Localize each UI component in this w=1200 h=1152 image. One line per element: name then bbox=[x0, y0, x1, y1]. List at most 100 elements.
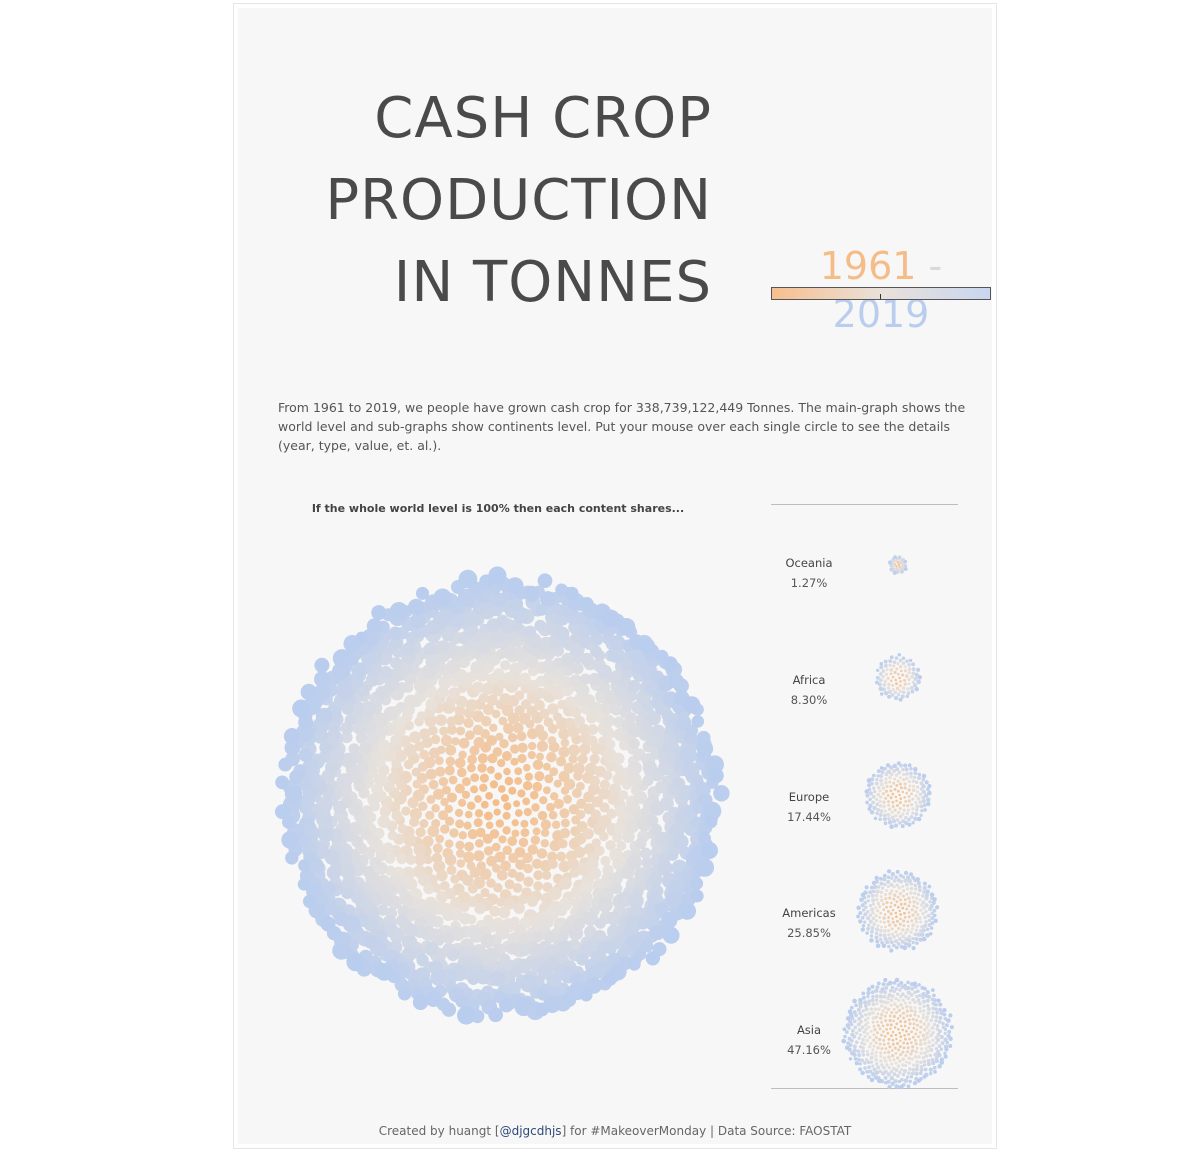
asia-bubble[interactable] bbox=[892, 1007, 896, 1011]
world-bubble[interactable] bbox=[539, 796, 548, 805]
oceania-bubble[interactable] bbox=[895, 570, 900, 574]
europe-bubble[interactable] bbox=[921, 789, 927, 795]
americas-bubble[interactable] bbox=[911, 940, 915, 945]
americas-bubble[interactable] bbox=[899, 932, 903, 936]
asia-bubble[interactable] bbox=[879, 1004, 884, 1008]
africa-bubble[interactable] bbox=[898, 676, 901, 680]
americas-bubble[interactable] bbox=[915, 901, 920, 905]
asia-bubble[interactable] bbox=[944, 1047, 949, 1052]
asia-bubble[interactable] bbox=[904, 1053, 908, 1058]
world-bubble[interactable] bbox=[512, 722, 524, 734]
asia-bubble[interactable] bbox=[884, 1080, 888, 1085]
asia-bubble[interactable] bbox=[930, 1025, 935, 1030]
asia-bubble[interactable] bbox=[894, 997, 898, 1001]
world-bubble[interactable] bbox=[332, 941, 351, 960]
world-bubble[interactable] bbox=[419, 728, 431, 740]
asia-bubble[interactable] bbox=[908, 1005, 913, 1009]
world-bubble[interactable] bbox=[548, 859, 558, 870]
africa-bubble[interactable] bbox=[879, 665, 884, 670]
world-bubble[interactable] bbox=[425, 654, 440, 669]
europe-bubble[interactable] bbox=[882, 804, 886, 809]
world-bubble[interactable] bbox=[470, 773, 480, 783]
world-bubble[interactable] bbox=[642, 774, 654, 786]
world-bubble[interactable] bbox=[492, 668, 505, 680]
world-bubble[interactable] bbox=[430, 969, 447, 986]
americas-bubble[interactable] bbox=[915, 924, 920, 928]
world-bubble[interactable] bbox=[401, 934, 418, 950]
americas-bubble[interactable] bbox=[916, 892, 921, 897]
world-bubble[interactable] bbox=[398, 735, 411, 748]
asia-bubble[interactable] bbox=[906, 986, 911, 990]
world-bubble[interactable] bbox=[685, 724, 698, 737]
africa-bubble[interactable] bbox=[912, 683, 918, 688]
asia-bubble[interactable] bbox=[878, 994, 883, 999]
americas-bubble[interactable] bbox=[929, 903, 934, 909]
americas-bubble[interactable] bbox=[886, 879, 891, 885]
africa-bubble[interactable] bbox=[886, 676, 890, 680]
asia-bubble[interactable] bbox=[856, 1049, 861, 1054]
world-bubble[interactable] bbox=[524, 772, 534, 781]
world-bubble[interactable] bbox=[457, 1006, 476, 1025]
world-bubble[interactable] bbox=[465, 699, 478, 712]
asia-bubble[interactable] bbox=[889, 1069, 894, 1074]
world-bubble[interactable] bbox=[627, 679, 641, 693]
asia-bubble[interactable] bbox=[907, 1026, 911, 1030]
asia-bubble[interactable] bbox=[927, 1022, 931, 1026]
americas-bubble[interactable] bbox=[896, 942, 901, 946]
asia-bubble[interactable] bbox=[911, 1067, 916, 1072]
africa-bubble[interactable] bbox=[893, 690, 898, 695]
world-bubble[interactable] bbox=[626, 712, 637, 724]
world-bubble[interactable] bbox=[423, 642, 437, 656]
asia-bubble[interactable] bbox=[896, 1042, 899, 1045]
asia-bubble[interactable] bbox=[942, 1007, 947, 1013]
asia-bubble[interactable] bbox=[919, 1071, 923, 1076]
europe-bubble[interactable] bbox=[916, 785, 920, 789]
world-bubble[interactable] bbox=[458, 737, 470, 749]
asia-bubble[interactable] bbox=[870, 1051, 874, 1056]
world-bubble[interactable] bbox=[552, 712, 563, 722]
asia-bubble[interactable] bbox=[868, 1035, 872, 1039]
asia-bubble[interactable] bbox=[887, 1037, 891, 1041]
world-bubble[interactable] bbox=[415, 827, 426, 838]
asia-bubble[interactable] bbox=[848, 1019, 853, 1024]
americas-bubble[interactable] bbox=[924, 903, 929, 908]
world-bubble[interactable] bbox=[463, 851, 475, 863]
world-bubble[interactable] bbox=[401, 806, 411, 816]
europe-bubble[interactable] bbox=[879, 782, 884, 787]
world-bubble[interactable] bbox=[430, 734, 441, 745]
asia-bubble[interactable] bbox=[881, 1009, 885, 1013]
asia-bubble[interactable] bbox=[871, 1016, 876, 1020]
world-bubble[interactable] bbox=[411, 767, 421, 777]
world-bubble[interactable] bbox=[589, 645, 602, 658]
asia-bubble[interactable] bbox=[937, 1019, 942, 1024]
bubble-chart-europe[interactable] bbox=[856, 753, 940, 837]
asia-bubble[interactable] bbox=[917, 983, 921, 987]
world-bubble[interactable] bbox=[649, 925, 665, 941]
europe-bubble[interactable] bbox=[915, 804, 920, 809]
asia-bubble[interactable] bbox=[874, 1070, 880, 1075]
world-bubble[interactable] bbox=[408, 598, 425, 616]
world-bubble[interactable] bbox=[645, 951, 660, 966]
americas-bubble[interactable] bbox=[907, 896, 911, 900]
africa-bubble[interactable] bbox=[911, 680, 915, 684]
asia-bubble[interactable] bbox=[925, 989, 930, 995]
bubble-chart-asia[interactable] bbox=[836, 971, 960, 1095]
africa-bubble[interactable] bbox=[910, 674, 914, 679]
asia-bubble[interactable] bbox=[934, 1047, 939, 1051]
americas-bubble[interactable] bbox=[860, 892, 866, 898]
asia-bubble[interactable] bbox=[895, 1056, 900, 1060]
world-bubble[interactable] bbox=[627, 854, 642, 870]
world-bubble[interactable] bbox=[289, 769, 304, 784]
asia-bubble[interactable] bbox=[911, 997, 915, 1002]
world-bubble[interactable] bbox=[440, 797, 449, 807]
asia-bubble[interactable] bbox=[877, 1007, 881, 1011]
world-bubble[interactable] bbox=[523, 863, 533, 874]
asia-bubble[interactable] bbox=[884, 985, 889, 990]
asia-bubble[interactable] bbox=[883, 977, 888, 983]
world-bubble[interactable] bbox=[410, 612, 426, 629]
world-bubble[interactable] bbox=[558, 860, 571, 873]
asia-bubble[interactable] bbox=[858, 997, 863, 1003]
asia-bubble[interactable] bbox=[871, 1072, 876, 1077]
world-bubble[interactable] bbox=[412, 779, 422, 789]
world-bubble[interactable] bbox=[529, 817, 539, 826]
